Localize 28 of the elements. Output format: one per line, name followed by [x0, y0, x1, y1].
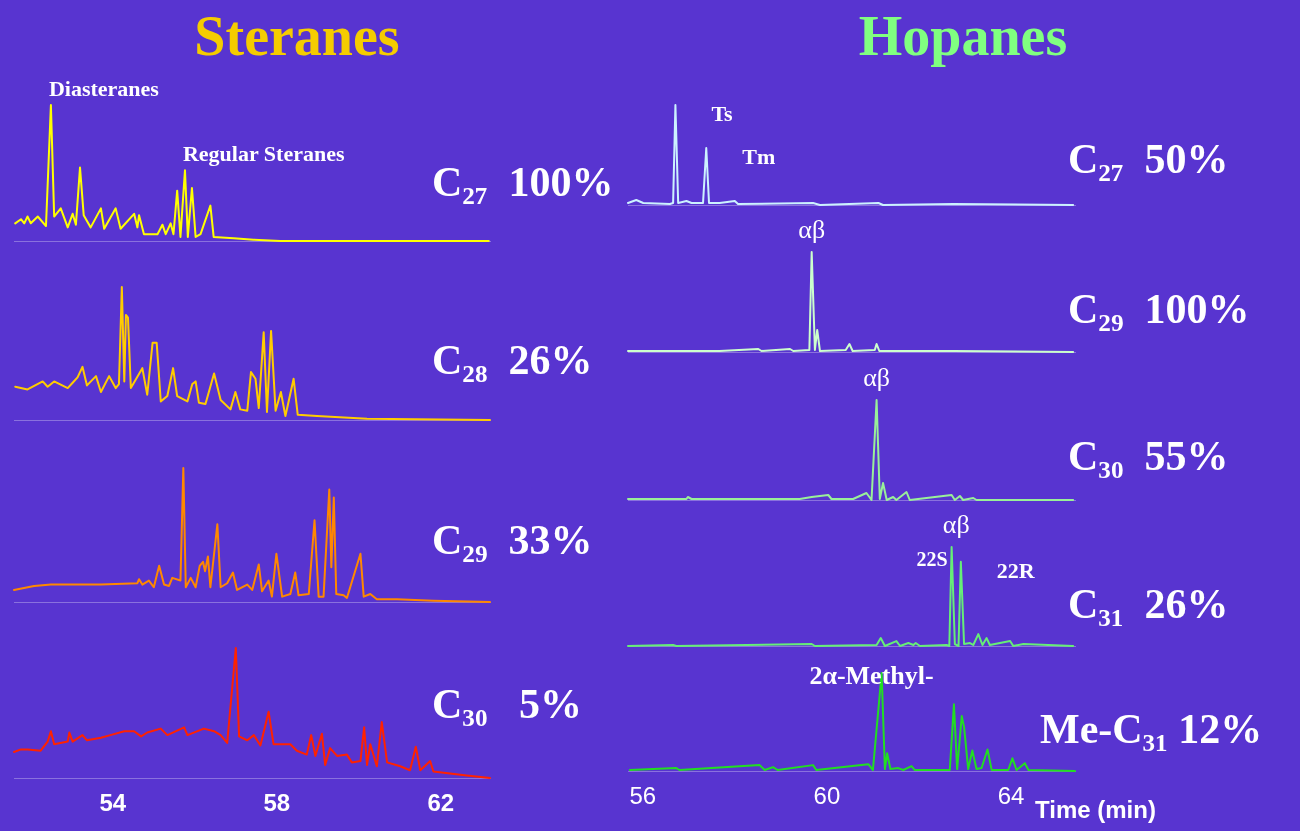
annotation: Tm — [742, 143, 776, 169]
x-tick-label: 60 — [813, 782, 841, 810]
series-label: Me-C₃₁ 12% — [1040, 705, 1263, 753]
series-label: C₃₀ 55% — [1068, 432, 1229, 480]
annotation: Ts — [711, 100, 734, 126]
annotation: αβ — [798, 214, 826, 244]
x-tick-label: 64 — [997, 782, 1025, 810]
series-label: C₂₈ 26% — [432, 336, 593, 384]
chart-title: Steranes — [194, 4, 400, 68]
annotation: Diasteranes — [48, 75, 160, 101]
series-label: C₂₉ 100% — [1068, 285, 1250, 333]
annotation: 22S — [916, 548, 948, 571]
annotation: 22R — [996, 557, 1036, 583]
series-label: C₂₇ 100% — [432, 158, 614, 206]
x-tick-label: 56 — [629, 782, 657, 810]
series-label: C₃₁ 26% — [1068, 580, 1229, 628]
x-tick-label: 62 — [427, 789, 455, 817]
x-tick-label: 54 — [99, 789, 127, 817]
series-label: C₂₇ 50% — [1068, 135, 1229, 183]
annotation: αβ — [942, 509, 970, 539]
series-label: C₂₉ 33% — [432, 516, 593, 564]
chart-title: Hopanes — [858, 4, 1068, 68]
x-tick-label: 58 — [263, 789, 291, 817]
x-axis-title: Time (min) — [1035, 796, 1156, 824]
annotation: 2α-Methyl- — [809, 660, 934, 690]
annotation: Regular Steranes — [182, 140, 345, 166]
series-label: C₃₀ 5% — [432, 680, 583, 728]
annotation: αβ — [863, 362, 891, 392]
